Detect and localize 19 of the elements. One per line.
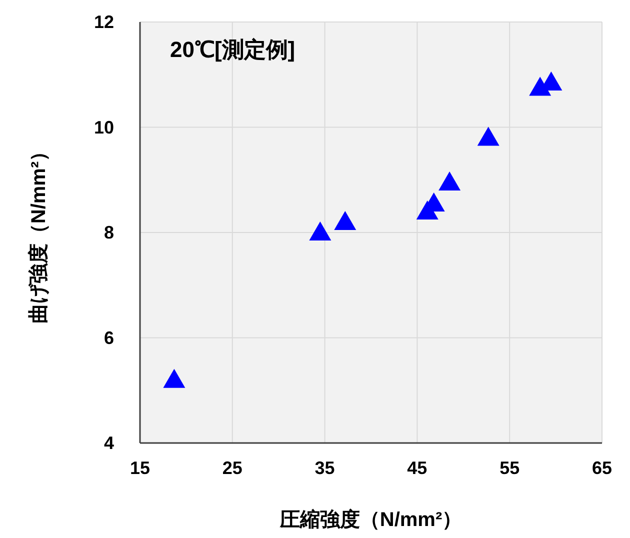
y-axis-title: 曲げ強度（N/mm²） (27, 141, 50, 324)
x-tick-label: 45 (407, 458, 428, 478)
point (309, 222, 332, 240)
x-tick-label: 15 (130, 458, 150, 478)
x-tick-label: 25 (222, 458, 242, 478)
y-tick-label: 4 (104, 433, 114, 453)
y-tick-label: 10 (94, 117, 114, 138)
point (163, 368, 186, 388)
point (438, 172, 461, 191)
y-tick-label: 6 (104, 328, 114, 348)
x-axis-title: 圧縮強度（N/mm²） (278, 508, 462, 531)
x-tick-label: 55 (500, 458, 520, 478)
point (334, 210, 356, 230)
y-tick-label: 8 (104, 222, 114, 242)
text: 20℃[測定例] (170, 37, 296, 62)
x-tick-label: 65 (592, 458, 612, 478)
point (477, 126, 500, 146)
y-tick-label: 12 (94, 12, 114, 32)
x-tick-label: 35 (314, 458, 335, 478)
